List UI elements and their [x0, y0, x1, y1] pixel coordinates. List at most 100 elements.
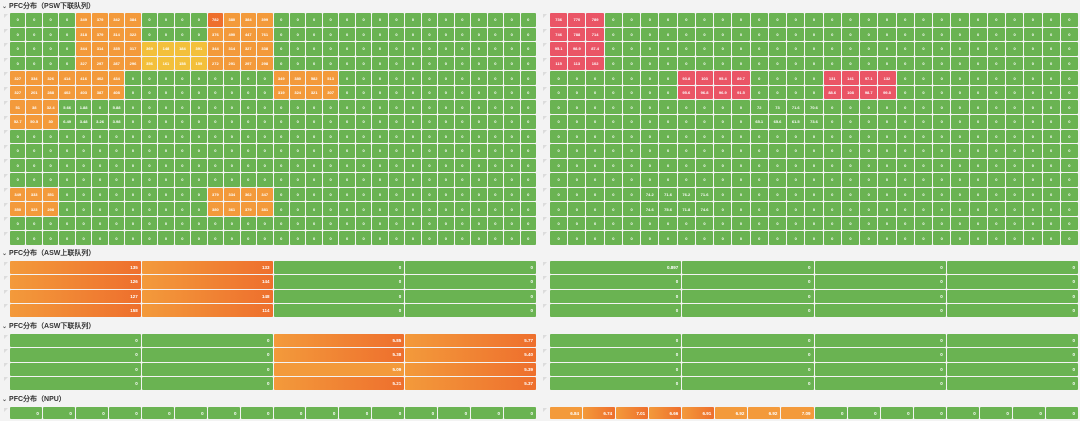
heatmap-cell[interactable]: 0 [141, 348, 273, 362]
heatmap-cell[interactable]: 0 [987, 216, 1006, 231]
heatmap-cell[interactable]: 0 [768, 173, 787, 187]
heatmap-cell[interactable]: 344 [75, 42, 92, 56]
heatmap-cell[interactable]: 0 [405, 27, 421, 42]
heatmap-cell[interactable]: 0 [158, 100, 174, 114]
heatmap-cell[interactable]: 0 [550, 275, 682, 289]
heatmap-cell[interactable]: 0 [471, 231, 487, 245]
heatmap-cell[interactable]: 0 [677, 129, 695, 144]
heatmap-cell[interactable]: 0 [487, 85, 504, 100]
heatmap-cell[interactable]: 0 [322, 216, 339, 231]
heatmap-cell[interactable]: 0 [174, 114, 191, 129]
heatmap-cell[interactable]: 782 [207, 13, 224, 27]
heatmap-cell[interactable]: 0 [604, 158, 622, 173]
heatmap-cell[interactable]: 0 [622, 56, 641, 71]
heatmap-cell[interactable]: 0 [191, 144, 207, 158]
heatmap-cell[interactable]: 0 [487, 71, 504, 85]
heatmap-cell[interactable]: 0 [273, 129, 289, 144]
heatmap-cell[interactable]: 379 [240, 202, 257, 216]
heatmap-cell[interactable]: 0 [1024, 42, 1042, 56]
heatmap-cell[interactable]: 0 [914, 187, 933, 202]
heatmap-cell[interactable]: 0 [191, 129, 207, 144]
heatmap-cell[interactable]: 0 [421, 27, 438, 42]
heatmap-cell[interactable]: 0 [787, 56, 805, 71]
heatmap-cell[interactable]: 0 [732, 114, 750, 129]
heatmap-cell[interactable]: 0 [860, 202, 878, 216]
heatmap-cell[interactable]: 0 [732, 231, 750, 245]
heatmap-cell[interactable]: 0 [732, 216, 750, 231]
heatmap-cell[interactable]: 0 [914, 71, 933, 85]
heatmap-cell[interactable]: 0 [520, 85, 536, 100]
heatmap-cell[interactable]: 0 [355, 202, 372, 216]
heatmap-cell[interactable]: 0 [487, 231, 504, 245]
heatmap-cell[interactable]: 0 [604, 85, 622, 100]
heatmap-cell[interactable]: 0 [641, 144, 659, 158]
heatmap-cell[interactable]: 0 [339, 42, 355, 56]
heatmap-cell[interactable]: 0 [174, 187, 191, 202]
heatmap-cell[interactable]: 0 [421, 85, 438, 100]
heatmap-cell[interactable]: 108 [841, 85, 860, 100]
heatmap-cell[interactable]: 0 [550, 289, 682, 303]
heatmap-cell[interactable]: 0 [622, 42, 641, 56]
heatmap-cell[interactable]: 0 [289, 27, 306, 42]
heatmap-cell[interactable]: 0 [174, 158, 191, 173]
heatmap-cell[interactable]: 0 [695, 27, 714, 42]
heatmap-cell[interactable]: 0 [732, 42, 750, 56]
heatmap-cell[interactable]: 384 [125, 13, 141, 27]
heatmap-cell[interactable]: 0 [1042, 231, 1060, 245]
heatmap-cell[interactable]: 0 [933, 187, 951, 202]
heatmap-cell[interactable]: 126 [10, 275, 141, 289]
heatmap-cell[interactable]: 0 [768, 202, 787, 216]
heatmap-cell[interactable]: 0 [257, 114, 273, 129]
heatmap-cell[interactable]: 0 [933, 56, 951, 71]
heatmap-cell[interactable]: 0 [207, 85, 224, 100]
heatmap-cell[interactable]: 0 [695, 13, 714, 27]
heatmap-cell[interactable]: 0 [951, 100, 969, 114]
heatmap-cell[interactable]: 0 [322, 27, 339, 42]
heatmap-cell[interactable]: 0 [823, 56, 841, 71]
heatmap-cell[interactable]: 0 [306, 202, 322, 216]
heatmap-cell[interactable]: 98.7 [860, 85, 878, 100]
collapse-caret-icon[interactable]: ⌄ [2, 323, 8, 330]
heatmap-cell[interactable]: 297 [92, 56, 108, 71]
heatmap-cell[interactable]: 402 [92, 71, 108, 85]
heatmap-cell[interactable]: 93.8 [677, 71, 695, 85]
heatmap-cell[interactable]: 0 [158, 216, 174, 231]
heatmap-cell[interactable]: 0 [405, 202, 421, 216]
heatmap-cell[interactable]: 380 [289, 71, 306, 85]
heatmap-cell[interactable]: 0 [896, 158, 914, 173]
heatmap-cell[interactable]: 0 [240, 100, 257, 114]
heatmap-cell[interactable]: 0 [141, 71, 158, 85]
heatmap-cell[interactable]: 0 [841, 173, 860, 187]
heatmap-cell[interactable]: 335 [108, 42, 125, 56]
heatmap-cell[interactable]: 0 [487, 158, 504, 173]
heatmap-cell[interactable]: 0 [42, 56, 59, 71]
heatmap-cell[interactable]: 0 [273, 42, 289, 56]
heatmap-cell[interactable]: 0 [659, 144, 677, 158]
heatmap-cell[interactable]: 0 [405, 261, 536, 275]
heatmap-cell[interactable]: 0 [306, 129, 322, 144]
heatmap-cell[interactable]: 0 [878, 27, 896, 42]
heatmap-cell[interactable]: 0 [388, 202, 405, 216]
heatmap-cell[interactable]: 0 [682, 303, 814, 317]
heatmap-cell[interactable]: 0 [174, 216, 191, 231]
heatmap-cell[interactable]: 0 [714, 202, 732, 216]
heatmap-cell[interactable]: 0 [568, 216, 586, 231]
heatmap-cell[interactable]: 0 [768, 85, 787, 100]
heatmap-cell[interactable]: 0 [878, 202, 896, 216]
heatmap-cell[interactable]: 0 [372, 42, 388, 56]
heatmap-cell[interactable]: 0 [1060, 202, 1078, 216]
heatmap-cell[interactable]: 379 [92, 13, 108, 27]
heatmap-cell[interactable]: 0 [1006, 56, 1024, 71]
heatmap-cell[interactable]: 0 [604, 56, 622, 71]
heatmap-cell[interactable]: 0 [878, 173, 896, 187]
heatmap-cell[interactable]: 0 [339, 71, 355, 85]
heatmap-cell[interactable]: 288 [42, 85, 59, 100]
heatmap-cell[interactable]: 317 [125, 42, 141, 56]
collapse-caret-icon[interactable]: ⌄ [2, 396, 8, 403]
heatmap-cell[interactable]: 0 [42, 129, 59, 144]
heatmap-cell[interactable]: 0 [26, 216, 42, 231]
heatmap-cell[interactable]: 0 [659, 114, 677, 129]
heatmap-cell[interactable]: 0 [125, 71, 141, 85]
heatmap-cell[interactable]: 0 [969, 187, 987, 202]
heatmap-cell[interactable]: 0 [273, 100, 289, 114]
